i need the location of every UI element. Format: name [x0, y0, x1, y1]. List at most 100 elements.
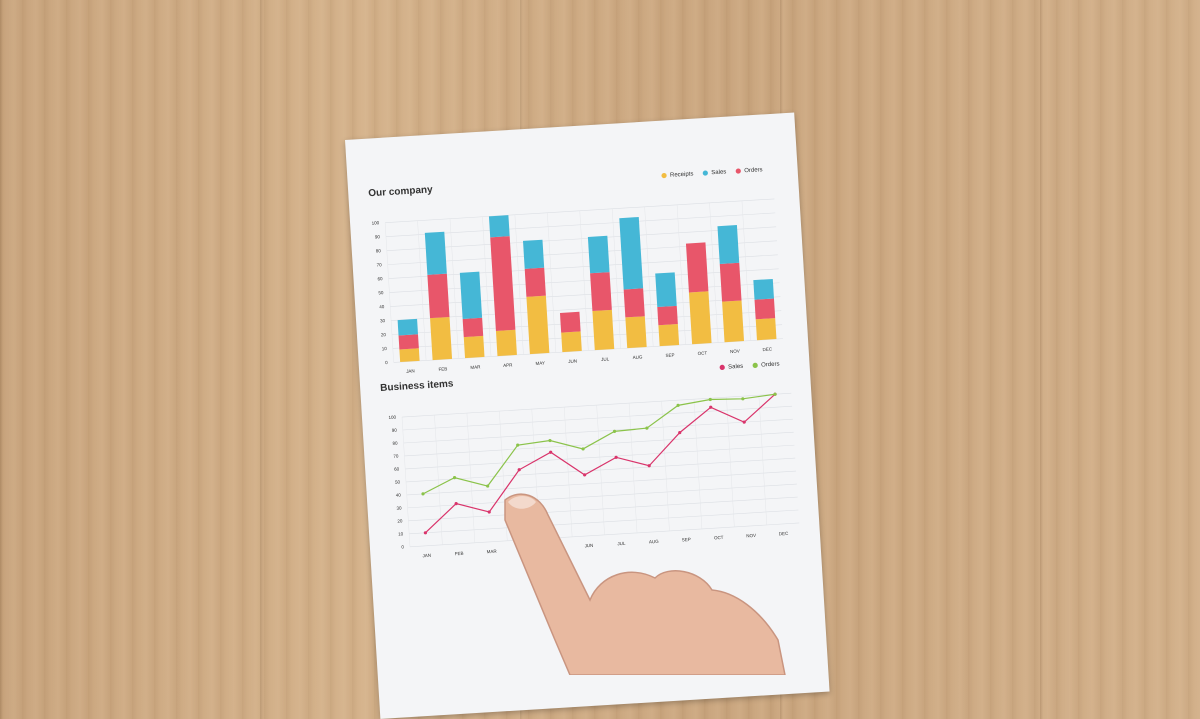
bar-segment — [490, 236, 516, 331]
line-point — [421, 492, 425, 496]
bar-segment — [717, 225, 740, 264]
bar-segment — [688, 291, 712, 345]
bar-segment — [397, 318, 418, 336]
grid-line-vertical — [401, 417, 411, 547]
y-tick-label: 60 — [394, 466, 400, 471]
bar-segment — [587, 235, 610, 274]
bar-segment — [722, 300, 745, 343]
y-tick-label: 100 — [371, 220, 379, 225]
bar-segment — [524, 267, 546, 297]
line-point — [583, 473, 587, 477]
line-point — [516, 443, 520, 447]
fingernail — [508, 496, 536, 509]
y-tick-label: 0 — [401, 544, 404, 549]
grid-line-vertical — [661, 401, 670, 531]
grid-line-vertical — [644, 206, 654, 347]
x-tick-label: AUG — [649, 539, 660, 545]
grid-line-vertical — [384, 222, 394, 363]
x-tick-label: SEP — [682, 537, 691, 543]
x-tick-label: FEB — [455, 551, 464, 557]
bar-segment — [488, 215, 510, 238]
legend-swatch — [735, 168, 741, 174]
bar-segment — [430, 316, 453, 361]
y-tick-label: 60 — [377, 276, 383, 281]
x-tick-label: FEB — [438, 366, 447, 372]
y-tick-label: 100 — [388, 415, 396, 420]
y-tick-label: 30 — [380, 318, 386, 323]
grid-line-vertical — [434, 415, 443, 545]
grid-line-vertical — [466, 413, 476, 543]
y-tick-label: 90 — [375, 234, 381, 239]
line-point — [741, 397, 745, 401]
bar-segment — [399, 348, 420, 363]
y-tick-label: 0 — [385, 360, 388, 365]
bar-segment — [619, 217, 644, 290]
bar-segment — [658, 324, 680, 347]
y-tick-label: 50 — [378, 290, 384, 295]
line-point — [486, 484, 490, 488]
x-tick-label: NOV — [730, 348, 740, 354]
y-tick-label: 50 — [395, 479, 401, 484]
grid-line-vertical — [758, 395, 768, 525]
x-tick-label: APR — [503, 362, 513, 368]
bar-segment — [459, 271, 483, 319]
bar-segment — [427, 273, 450, 319]
bar-segment — [753, 278, 774, 300]
x-tick-label: DEC — [779, 531, 790, 537]
bar-segment — [462, 317, 484, 338]
grid-line-vertical — [693, 399, 703, 529]
line-series — [424, 393, 776, 534]
grid-line-vertical — [579, 210, 589, 351]
legend-label: Orders — [761, 361, 780, 368]
line-point — [773, 392, 777, 396]
bar-segment — [561, 331, 582, 353]
line-point — [452, 476, 457, 480]
hand — [504, 493, 786, 675]
line-point — [614, 455, 618, 459]
bar-segment — [559, 311, 581, 333]
bar-segment — [719, 262, 742, 302]
grid-line-vertical — [676, 204, 686, 345]
line-point — [487, 510, 491, 514]
y-tick-label: 80 — [376, 248, 382, 253]
legend-label: Receipts — [670, 171, 694, 178]
grid-line-vertical — [628, 403, 638, 533]
line-series — [422, 393, 776, 495]
grid-line-vertical — [514, 214, 524, 355]
line-point — [454, 501, 458, 506]
legend-label: Sales — [728, 364, 743, 371]
bar-segment — [526, 295, 550, 355]
x-tick-label: MAY — [535, 360, 545, 366]
x-tick-label: JAN — [406, 368, 415, 374]
grid-line-vertical — [709, 202, 719, 343]
bar-segment — [754, 298, 776, 320]
line-point — [548, 438, 552, 443]
y-tick-label: 10 — [398, 531, 404, 536]
grid-line-vertical — [547, 212, 557, 353]
legend-swatch — [719, 364, 725, 370]
grid-line-vertical — [741, 200, 751, 341]
legend-swatch — [702, 170, 708, 176]
line-point — [581, 447, 585, 451]
bar-segment — [424, 231, 447, 275]
line-point — [645, 426, 649, 430]
y-tick-label: 80 — [392, 441, 398, 446]
grid-line-vertical — [482, 216, 492, 357]
grid-line-vertical — [449, 218, 459, 359]
y-tick-label: 30 — [396, 505, 402, 510]
bar-segment — [522, 239, 545, 269]
x-tick-label: JUN — [568, 358, 577, 364]
x-tick-label: SEP — [665, 352, 674, 358]
bar-segment — [495, 329, 517, 357]
x-tick-label: MAR — [470, 364, 481, 370]
grid-line-vertical — [596, 405, 605, 535]
x-tick-label: AUG — [633, 354, 644, 360]
bar-segment — [655, 272, 677, 308]
y-tick-label: 10 — [382, 346, 388, 351]
line-point — [423, 531, 427, 535]
legend-swatch — [752, 362, 758, 368]
y-tick-label: 70 — [377, 262, 383, 267]
bar-segment — [625, 316, 647, 349]
chart-title: Business items — [380, 378, 454, 393]
